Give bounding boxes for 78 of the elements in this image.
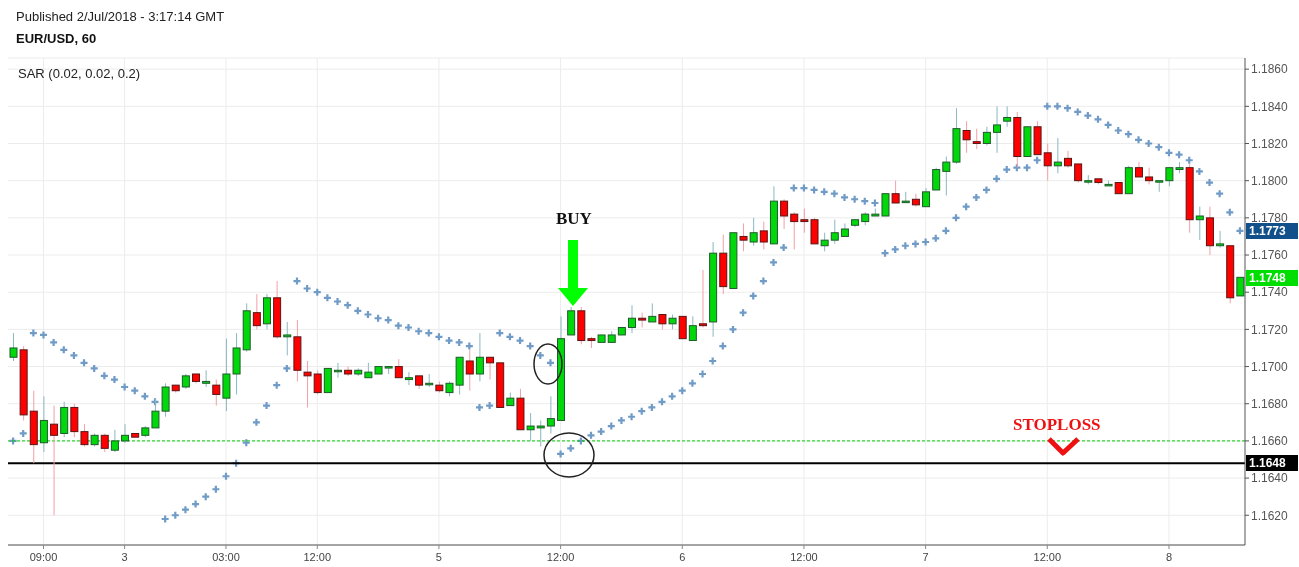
y-tick-label: 1.1720: [1251, 322, 1289, 337]
candlestick: [678, 315, 687, 340]
candlestick: [982, 126, 991, 146]
candlestick: [394, 358, 403, 379]
y-tick-label: 1.1780: [1251, 211, 1289, 226]
x-tick-label: 12:00: [303, 551, 332, 563]
candlestick: [303, 360, 312, 408]
candlestick: [1074, 163, 1083, 184]
y-tick-label: 1.1660: [1251, 434, 1289, 449]
candlestick: [688, 315, 697, 342]
text: 1.1748: [1246, 270, 1298, 286]
candlestick: [790, 211, 799, 250]
candlestick: [911, 193, 920, 208]
candlestick: [932, 167, 941, 191]
candlestick: [739, 222, 748, 252]
y-tick-label: 1.1680: [1251, 396, 1289, 411]
candlestick: [1216, 230, 1225, 249]
candlestick: [780, 198, 789, 230]
x-tick-label: 6: [679, 551, 686, 563]
candlestick: [749, 217, 758, 247]
candlestick: [962, 120, 971, 154]
x-tick-label: 3: [121, 551, 128, 563]
y-tick-label: 1.1820: [1251, 136, 1289, 151]
text: Published 2/Jul/2018 - 3:17:14 GMT: [16, 9, 225, 24]
x-tick-label: 12:00: [546, 551, 575, 563]
y-tick-label: 1.1620: [1251, 508, 1289, 523]
candlestick: [891, 180, 900, 204]
text: 1.1773: [1246, 223, 1298, 239]
candlestick: [1145, 167, 1154, 185]
annotation: BUY: [556, 209, 592, 229]
candlestick: [881, 193, 890, 217]
candlestick: [922, 187, 931, 208]
candlestick: [698, 269, 707, 329]
candlestick: [1003, 105, 1012, 128]
annotation: STOPLOSS: [1013, 415, 1101, 435]
annotation: SAR (0.02, 0.02, 0.2): [18, 66, 141, 81]
y-tick-label: 1.1800: [1251, 173, 1289, 188]
y-tick-label: 1.1840: [1251, 99, 1289, 114]
x-tick-label: 12:00: [790, 551, 818, 563]
candlestick: [942, 156, 951, 197]
candlestick: [50, 405, 59, 516]
candlestick: [1043, 143, 1052, 182]
y-tick-label: 1.1860: [1251, 62, 1289, 77]
candlestick: [475, 332, 484, 382]
candlestick: [9, 332, 18, 362]
candlestick: [993, 105, 1002, 154]
candlestick: [202, 369, 211, 388]
x-tick-label: 5: [435, 551, 442, 563]
candlestick: [212, 379, 221, 407]
candlestick: [252, 293, 261, 330]
candlestick: [80, 423, 89, 447]
chart-title: EUR/USD, 60: [16, 31, 97, 46]
candlestick: [100, 432, 109, 453]
x-tick-label: 12:00: [1033, 551, 1062, 563]
candlestick: [283, 321, 292, 356]
ref-line-label: 1.1648: [1246, 455, 1298, 472]
x-tick-label: 03:00: [212, 551, 240, 563]
candlestick: [546, 395, 555, 434]
candlestick: [972, 128, 981, 150]
candlestick: [404, 371, 413, 386]
candlestick: [628, 304, 636, 334]
candlestick: [1053, 137, 1062, 174]
candlestick: [1063, 150, 1072, 169]
candlestick: [830, 219, 839, 245]
x-tick-label: 7: [922, 551, 929, 563]
candlestick: [486, 356, 495, 381]
y-tick-label: 1.1700: [1251, 359, 1289, 374]
candlestick: [638, 312, 647, 329]
candlestick: [820, 232, 829, 252]
candlestick: [313, 369, 322, 395]
candlestick: [1195, 206, 1204, 241]
y-tick-label: 1.1740: [1251, 285, 1289, 300]
y-tick-label: 1.1640: [1251, 471, 1289, 486]
candlestick: [759, 221, 768, 250]
candlestick: [648, 302, 657, 323]
y-tick-label: 1.1760: [1251, 248, 1289, 263]
x-tick-label: 8: [1165, 551, 1173, 563]
x-tick-label: 09:00: [29, 551, 58, 563]
